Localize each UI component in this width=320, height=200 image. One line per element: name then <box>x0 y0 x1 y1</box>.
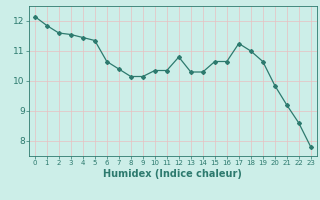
X-axis label: Humidex (Indice chaleur): Humidex (Indice chaleur) <box>103 169 242 179</box>
